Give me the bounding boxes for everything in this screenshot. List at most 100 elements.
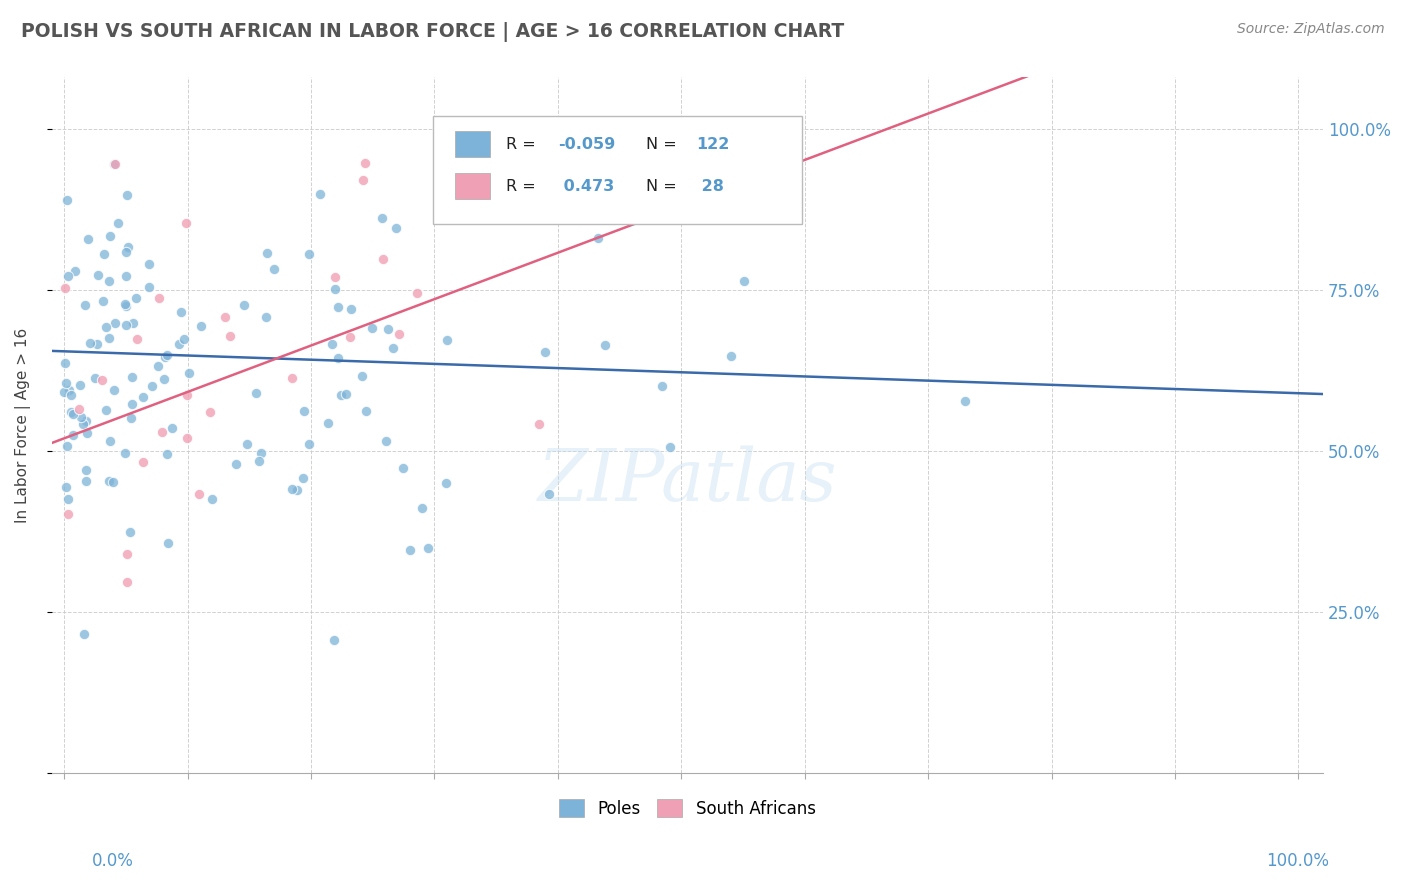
Point xyxy=(651,378,673,392)
Point xyxy=(98,331,121,345)
Point xyxy=(153,372,176,386)
Point xyxy=(98,434,121,448)
Point xyxy=(55,376,77,391)
Point xyxy=(411,501,433,516)
Point xyxy=(354,404,377,418)
Point xyxy=(328,351,350,365)
Point xyxy=(353,156,375,170)
Point xyxy=(280,483,302,497)
Point xyxy=(56,193,79,207)
Point xyxy=(114,268,136,283)
Point xyxy=(179,366,201,380)
Point xyxy=(330,388,353,402)
Point xyxy=(339,330,361,344)
Text: 100.0%: 100.0% xyxy=(1265,852,1329,870)
Point xyxy=(114,297,136,311)
Point xyxy=(218,329,240,343)
Point xyxy=(156,535,179,549)
Point xyxy=(103,384,125,398)
Point xyxy=(388,326,411,341)
Point xyxy=(138,257,160,271)
Point xyxy=(150,425,173,439)
Point xyxy=(198,404,221,418)
Point xyxy=(114,446,136,460)
Point xyxy=(63,263,86,277)
Point xyxy=(384,220,406,235)
Point xyxy=(107,216,129,230)
Point xyxy=(323,270,346,285)
Point xyxy=(285,483,308,497)
Point xyxy=(117,547,139,561)
Point xyxy=(156,348,179,362)
Point xyxy=(125,291,148,305)
Point xyxy=(117,240,139,254)
Point xyxy=(254,310,277,324)
Point xyxy=(58,383,80,397)
Point xyxy=(173,332,195,346)
Point xyxy=(79,336,101,351)
Point xyxy=(720,349,742,363)
Point xyxy=(122,316,145,330)
Point xyxy=(60,388,83,402)
Point xyxy=(96,403,118,417)
Point xyxy=(148,291,170,305)
Point xyxy=(86,336,108,351)
Point xyxy=(263,262,285,277)
Point xyxy=(534,345,557,359)
Point xyxy=(322,633,344,648)
Point xyxy=(98,228,121,243)
Point xyxy=(76,232,98,246)
Point xyxy=(352,369,374,384)
Point xyxy=(245,386,267,401)
Point xyxy=(69,377,91,392)
FancyBboxPatch shape xyxy=(454,131,491,158)
Text: POLISH VS SOUTH AFRICAN IN LABOR FORCE | AGE > 16 CORRELATION CHART: POLISH VS SOUTH AFRICAN IN LABOR FORCE |… xyxy=(21,22,845,42)
Point xyxy=(232,298,254,312)
Point xyxy=(55,439,77,453)
Point xyxy=(87,268,110,282)
Point xyxy=(75,474,97,488)
Point xyxy=(352,173,374,187)
Text: 28: 28 xyxy=(696,178,724,194)
Point xyxy=(53,356,76,370)
Point xyxy=(176,431,198,445)
Point xyxy=(733,274,755,288)
Point xyxy=(416,541,439,556)
Point xyxy=(176,387,198,401)
Point xyxy=(73,627,96,641)
Point xyxy=(62,428,84,442)
Point xyxy=(146,359,169,373)
Point xyxy=(377,322,399,336)
Point xyxy=(115,245,138,260)
Text: 0.473: 0.473 xyxy=(558,178,614,194)
Point xyxy=(339,301,361,316)
Point xyxy=(187,487,209,501)
Point xyxy=(745,0,768,4)
Point xyxy=(249,446,271,460)
Point xyxy=(280,371,302,385)
Point xyxy=(72,417,94,432)
Point xyxy=(434,476,457,491)
Point xyxy=(323,282,346,296)
Point xyxy=(118,524,141,539)
Point xyxy=(236,436,259,450)
Point xyxy=(298,437,321,451)
Point xyxy=(55,480,77,494)
Point xyxy=(538,487,561,501)
Point xyxy=(446,141,468,155)
Point xyxy=(328,300,350,314)
Point xyxy=(114,299,136,313)
Point xyxy=(527,417,550,431)
Point xyxy=(53,384,76,399)
Point xyxy=(93,294,115,309)
Point xyxy=(190,319,212,334)
Point xyxy=(174,216,197,230)
Point xyxy=(121,397,143,411)
Legend: Poles, South Africans: Poles, South Africans xyxy=(553,793,823,824)
Text: R =: R = xyxy=(506,136,540,152)
Point xyxy=(392,461,415,475)
Point xyxy=(156,447,179,461)
Point xyxy=(115,318,138,332)
Point xyxy=(90,373,112,387)
Point xyxy=(371,211,394,226)
